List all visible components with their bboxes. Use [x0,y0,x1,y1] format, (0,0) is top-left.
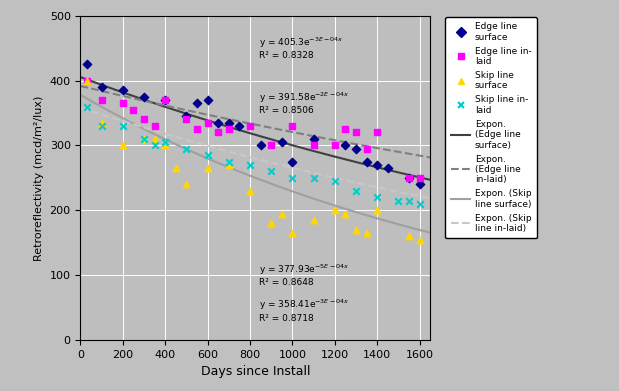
Point [181,117,191,123]
Point [404,233,414,239]
Point [256,142,266,149]
Point [330,207,340,213]
Point [287,230,297,236]
Text: y = 405.3e$^{-3E-04x}$
R² = 0.8328: y = 405.3e$^{-3E-04x}$ R² = 0.8328 [259,35,344,60]
Point [150,123,160,129]
Point [224,126,234,132]
Point [97,123,106,129]
Point [266,220,276,226]
Point [340,210,350,217]
Legend: Edge line
surface, Edge line in-
laid, Skip line
surface, Skip line in-
laid, Ex: Edge line surface, Edge line in- laid, S… [445,17,537,239]
Point [361,145,371,152]
Point [150,142,160,149]
Y-axis label: Retroreflectivity (mcd/m²/lux): Retroreflectivity (mcd/m²/lux) [34,95,44,260]
Point [150,136,160,142]
Point [160,139,170,145]
Point [224,120,234,126]
Point [97,120,106,126]
Point [82,103,92,109]
Point [287,123,297,129]
Point [415,201,425,207]
Point [214,120,223,126]
Point [266,142,276,149]
Point [309,142,319,149]
Point [235,123,245,129]
Point [372,194,382,201]
Point [404,197,414,204]
Point [372,162,382,168]
Point [97,97,106,103]
Point [245,162,255,168]
Point [160,142,170,149]
Point [224,158,234,165]
Point [202,152,212,158]
Point [118,87,128,93]
Point [309,217,319,223]
Point [245,123,255,129]
Point [340,126,350,132]
Point [404,175,414,181]
Point [277,210,287,217]
Point [404,175,414,181]
Point [139,93,149,100]
Point [351,145,361,152]
Text: y = 358.41e$^{-3E-04x}$
R² = 0.8718: y = 358.41e$^{-3E-04x}$ R² = 0.8718 [259,298,349,323]
Point [330,142,340,149]
Point [139,136,149,142]
Point [181,113,191,119]
Point [192,126,202,132]
Point [415,237,425,243]
Point [340,142,350,149]
Point [139,136,149,142]
Point [372,129,382,136]
Point [118,142,128,149]
Point [309,175,319,181]
Point [415,175,425,181]
Point [139,117,149,123]
Point [97,84,106,90]
Point [351,129,361,136]
Point [160,97,170,103]
Point [287,158,297,165]
Point [160,97,170,103]
Point [118,123,128,129]
Point [82,77,92,84]
Point [361,158,371,165]
Point [214,129,223,136]
Point [287,175,297,181]
Point [129,107,139,113]
Point [383,165,393,171]
Point [245,188,255,194]
Point [372,207,382,213]
Point [266,168,276,174]
Point [277,139,287,145]
Point [181,181,191,188]
Point [181,145,191,152]
Point [118,100,128,106]
Point [351,188,361,194]
X-axis label: Days since Install: Days since Install [201,366,310,378]
Point [202,97,212,103]
Point [82,61,92,67]
Point [415,181,425,188]
Text: y = 391.58e$^{-2E-04x}$
R² = 0.8506: y = 391.58e$^{-2E-04x}$ R² = 0.8506 [259,90,349,115]
Point [171,165,181,171]
Point [192,100,202,106]
Text: y = 377.93e$^{-5E-04x}$
R² = 0.8648: y = 377.93e$^{-5E-04x}$ R² = 0.8648 [259,262,349,287]
Point [202,120,212,126]
Point [224,162,234,168]
Point [394,197,404,204]
Point [351,227,361,233]
Point [330,178,340,184]
Point [309,136,319,142]
Point [361,230,371,236]
Point [82,77,92,84]
Point [202,165,212,171]
